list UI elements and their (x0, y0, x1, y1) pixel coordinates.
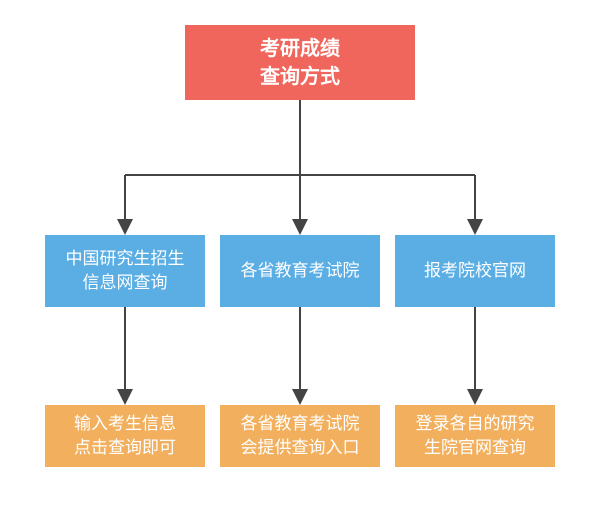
level3-node-0: 输入考生信息 点击查询即可 (45, 405, 205, 467)
flowchart-canvas: 考研成绩 查询方式 中国研究生招生 信息网查询 各省教育考试院 报考院校官网 输… (0, 0, 600, 507)
root-line2: 查询方式 (185, 63, 415, 91)
l3-1-line2: 会提供查询入口 (220, 436, 380, 460)
level2-node-1: 各省教育考试院 (220, 235, 380, 307)
l3-0-line2: 点击查询即可 (45, 436, 205, 460)
level3-node-1: 各省教育考试院 会提供查询入口 (220, 405, 380, 467)
l2-0-line2: 信息网查询 (45, 271, 205, 295)
level3-node-2: 登录各自的研究 生院官网查询 (395, 405, 555, 467)
l2-1-line1: 各省教育考试院 (220, 259, 380, 283)
l3-2-line2: 生院官网查询 (395, 436, 555, 460)
l2-0-line1: 中国研究生招生 (45, 247, 205, 271)
level2-node-0: 中国研究生招生 信息网查询 (45, 235, 205, 307)
l3-1-line1: 各省教育考试院 (220, 412, 380, 436)
l2-2-line1: 报考院校官网 (395, 259, 555, 283)
root-line1: 考研成绩 (185, 35, 415, 63)
level2-node-2: 报考院校官网 (395, 235, 555, 307)
root-node: 考研成绩 查询方式 (185, 25, 415, 100)
l3-2-line1: 登录各自的研究 (395, 412, 555, 436)
l3-0-line1: 输入考生信息 (45, 412, 205, 436)
